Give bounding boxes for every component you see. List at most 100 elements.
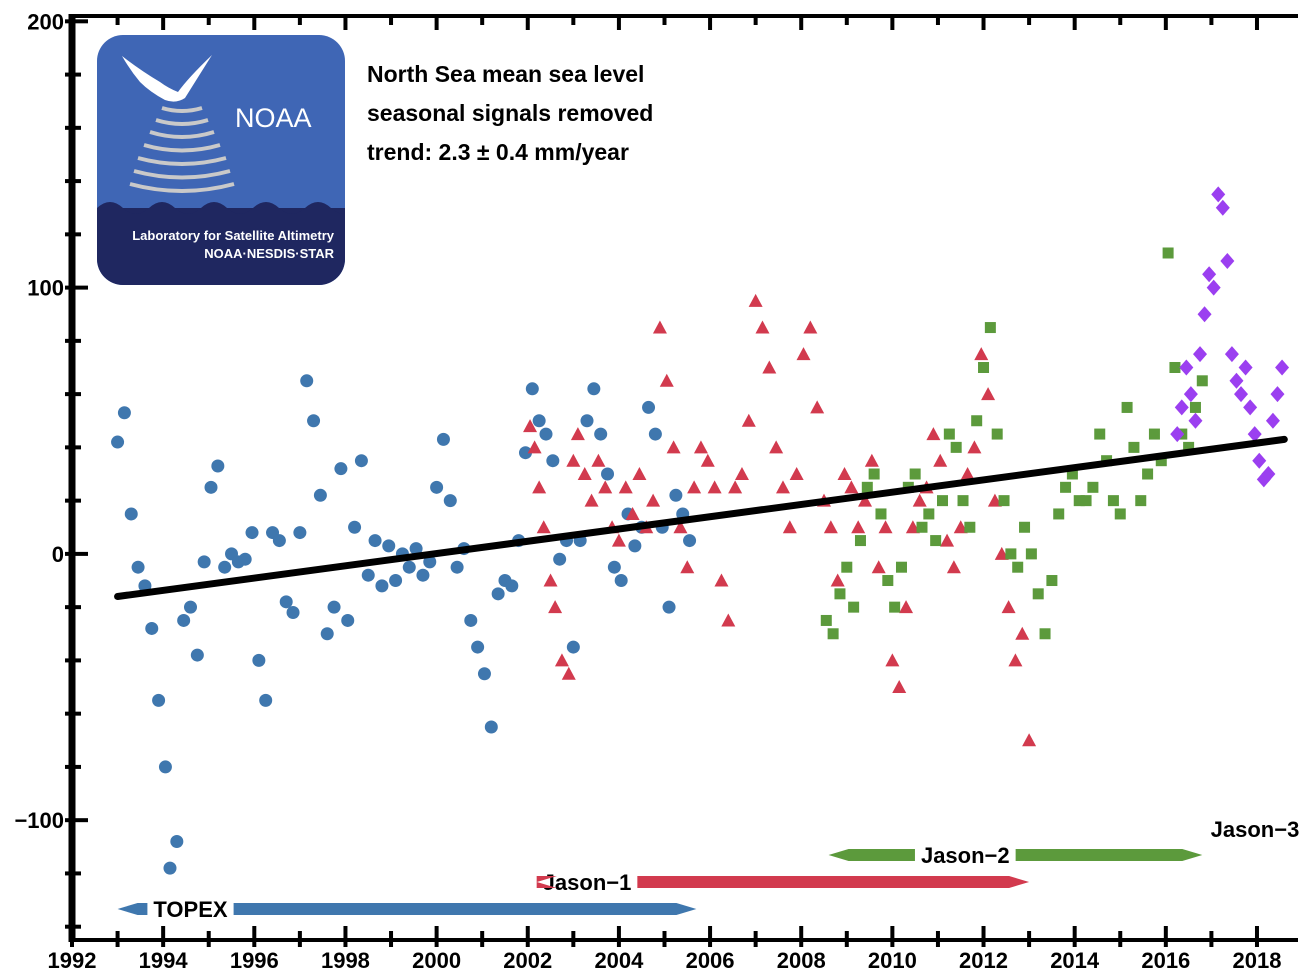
data-point (1202, 266, 1217, 283)
data-point (854, 535, 866, 547)
data-point (491, 587, 505, 601)
series-jason-2 (820, 247, 1208, 640)
data-point (423, 555, 437, 569)
data-point (748, 293, 763, 307)
data-point (714, 573, 729, 587)
data-point (1039, 628, 1051, 640)
data-point (680, 560, 695, 574)
data-point (341, 613, 355, 627)
data-point (1001, 600, 1016, 614)
data-point (477, 667, 491, 681)
data-point (889, 601, 901, 613)
data-point (177, 613, 191, 627)
data-point (577, 467, 592, 481)
data-point (354, 454, 368, 468)
x-tick-label: 2012 (959, 948, 1008, 973)
data-point (1005, 548, 1017, 560)
data-point (553, 552, 567, 566)
title-line-3: trend: 2.3 ± 0.4 mm/year (367, 139, 629, 165)
x-tick-label: 1994 (139, 948, 189, 973)
data-point (587, 382, 601, 396)
data-point (1022, 733, 1037, 747)
data-point (923, 508, 935, 520)
x-axis: 1992 1994 1996 1998 2000 2002 2004 2006 2008 2010… (48, 16, 1282, 973)
data-point (868, 468, 880, 480)
data-point (830, 573, 845, 587)
data-point (878, 520, 893, 534)
data-point (1087, 481, 1099, 493)
data-point (933, 453, 948, 467)
data-point (259, 693, 273, 707)
data-point (1032, 588, 1044, 600)
data-point (796, 347, 811, 361)
data-point (728, 480, 743, 494)
data-point (402, 560, 416, 574)
data-point (1238, 359, 1253, 376)
mission-jason-2: Jason−2 (828, 843, 1203, 868)
data-point (484, 720, 498, 734)
data-point (584, 493, 599, 507)
data-point (987, 493, 1002, 507)
bird-icon (122, 55, 212, 102)
data-point (211, 459, 225, 473)
data-point (775, 480, 790, 494)
data-point (1019, 521, 1031, 533)
x-tick-label: 2002 (503, 948, 552, 973)
data-point (984, 322, 996, 334)
data-point (1025, 548, 1037, 560)
data-point (1179, 359, 1194, 376)
data-point (940, 533, 955, 547)
x-tick-label: 2018 (1233, 948, 1282, 973)
data-point (632, 467, 647, 481)
y-tick-label: −100 (14, 808, 64, 833)
data-point (409, 542, 423, 556)
data-point (1080, 495, 1092, 507)
data-point (598, 480, 613, 494)
data-point (823, 520, 838, 534)
data-point (554, 653, 569, 667)
data-point (546, 454, 560, 468)
data-point (163, 861, 177, 875)
data-point (368, 534, 382, 548)
data-point (851, 520, 866, 534)
data-point (1270, 386, 1285, 403)
data-point (1196, 375, 1208, 387)
data-point (1046, 575, 1058, 587)
data-point (566, 453, 581, 467)
data-point (789, 467, 804, 481)
data-point (197, 555, 211, 569)
data-point (145, 621, 159, 635)
mission-arrow-right (233, 903, 697, 915)
data-point (548, 600, 563, 614)
data-point (601, 467, 615, 481)
data-point (561, 666, 576, 680)
data-point (998, 495, 1010, 507)
data-point (1169, 361, 1181, 373)
data-point (844, 480, 859, 494)
data-point (721, 613, 736, 627)
data-point (1107, 495, 1119, 507)
data-point (117, 406, 131, 420)
data-point (443, 494, 457, 508)
data-point (505, 579, 519, 593)
data-point (905, 520, 920, 534)
data-point (885, 653, 900, 667)
data-point (183, 600, 197, 614)
mission-topex: TOPEX (117, 897, 697, 922)
data-point (152, 693, 166, 707)
x-tick-label: 2016 (1141, 948, 1190, 973)
data-point (327, 600, 341, 614)
data-point (971, 415, 983, 427)
data-point (1224, 346, 1239, 363)
data-point (1148, 428, 1160, 440)
logo-org-text: NOAA (235, 103, 312, 133)
data-point (1220, 252, 1235, 269)
mission-arrow-left (117, 903, 148, 915)
data-point (471, 640, 485, 654)
y-tick-label: 0 (52, 542, 64, 567)
data-point (827, 628, 839, 640)
mission-label: TOPEX (153, 897, 228, 922)
title-line-2: seasonal signals removed (367, 100, 653, 126)
data-point (614, 574, 628, 588)
series-jason-3 (1170, 186, 1290, 488)
